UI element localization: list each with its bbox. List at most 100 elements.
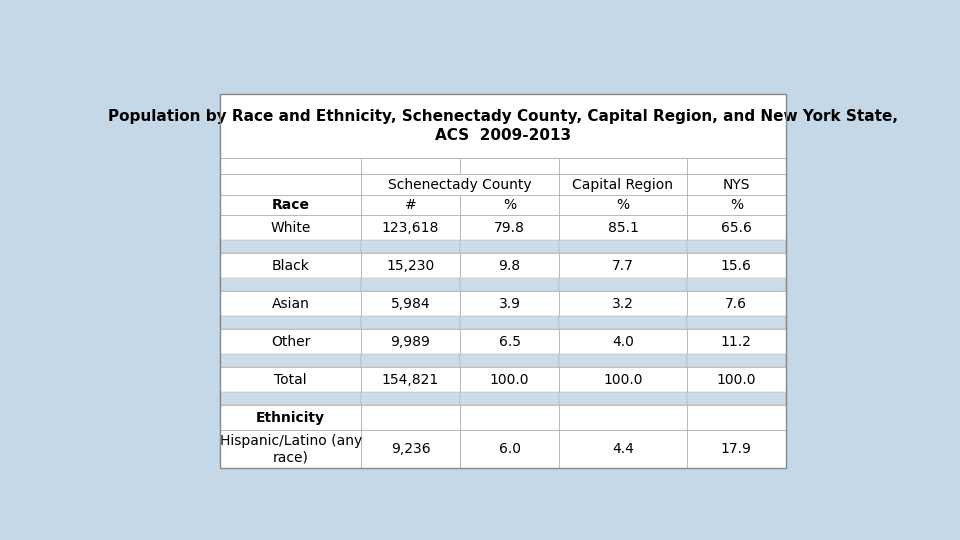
Text: 3.2: 3.2 (612, 296, 634, 310)
Bar (221, 215, 361, 240)
Text: 4.0: 4.0 (612, 335, 634, 349)
Text: 6.0: 6.0 (498, 442, 520, 456)
Text: Black: Black (272, 259, 310, 273)
Text: 15,230: 15,230 (386, 259, 435, 273)
Text: 65.6: 65.6 (721, 221, 752, 235)
Bar (221, 174, 361, 195)
Bar (221, 392, 361, 405)
Text: %: % (730, 198, 743, 212)
Bar (686, 316, 786, 329)
Text: 5,984: 5,984 (391, 296, 430, 310)
Bar (221, 158, 361, 174)
Text: 85.1: 85.1 (608, 221, 638, 235)
Bar (361, 215, 460, 240)
Bar (361, 195, 460, 215)
Bar (559, 354, 686, 367)
Bar (559, 195, 686, 215)
Bar (460, 392, 559, 405)
Text: %: % (503, 198, 516, 212)
Bar (460, 158, 559, 174)
Text: Other: Other (271, 335, 310, 349)
Bar (559, 329, 686, 354)
Text: 9.8: 9.8 (498, 259, 520, 273)
Bar (460, 329, 559, 354)
Text: 154,821: 154,821 (382, 373, 439, 387)
Text: Race: Race (272, 198, 310, 212)
Text: Asian: Asian (272, 296, 310, 310)
Bar (221, 253, 361, 278)
Bar (361, 329, 460, 354)
Bar (221, 329, 361, 354)
Bar (559, 430, 686, 468)
Bar (686, 367, 786, 392)
Text: 17.9: 17.9 (721, 442, 752, 456)
Bar (686, 253, 786, 278)
Bar (460, 195, 559, 215)
Text: #: # (405, 198, 417, 212)
Bar (221, 316, 361, 329)
Bar (221, 94, 786, 158)
Bar (361, 158, 460, 174)
Text: 3.9: 3.9 (498, 296, 520, 310)
Bar (221, 94, 786, 468)
Bar (361, 354, 460, 367)
Bar (559, 405, 686, 430)
Text: 7.6: 7.6 (726, 296, 748, 310)
Bar (221, 354, 361, 367)
Bar (221, 195, 361, 215)
Bar (221, 430, 361, 468)
Text: Capital Region: Capital Region (572, 178, 674, 192)
Bar (460, 253, 559, 278)
Bar (686, 215, 786, 240)
Text: 79.8: 79.8 (494, 221, 525, 235)
Bar (460, 240, 559, 253)
Bar (559, 240, 686, 253)
Text: 9,236: 9,236 (391, 442, 430, 456)
Bar (686, 405, 786, 430)
Text: 9,989: 9,989 (391, 335, 430, 349)
Bar (686, 430, 786, 468)
Text: 123,618: 123,618 (382, 221, 440, 235)
Bar (361, 240, 460, 253)
Bar (559, 215, 686, 240)
Bar (361, 392, 460, 405)
Bar (221, 367, 361, 392)
Bar (559, 316, 686, 329)
Bar (559, 253, 686, 278)
Bar (559, 392, 686, 405)
Bar (686, 174, 786, 195)
Text: Schenectady County: Schenectady County (388, 178, 532, 192)
Bar (686, 195, 786, 215)
Bar (460, 316, 559, 329)
Bar (221, 94, 786, 468)
Text: 100.0: 100.0 (603, 373, 642, 387)
Text: NYS: NYS (723, 178, 750, 192)
Text: 7.7: 7.7 (612, 259, 634, 273)
Bar (221, 405, 361, 430)
Bar (221, 240, 361, 253)
Text: Population by Race and Ethnicity, Schenectady County, Capital Region, and New Yo: Population by Race and Ethnicity, Schene… (108, 109, 899, 144)
Bar (460, 278, 559, 291)
Bar (460, 430, 559, 468)
Bar (361, 367, 460, 392)
Bar (559, 367, 686, 392)
Text: 100.0: 100.0 (716, 373, 756, 387)
Bar (221, 291, 361, 316)
Text: 6.5: 6.5 (498, 335, 520, 349)
Text: 100.0: 100.0 (490, 373, 529, 387)
Bar (686, 278, 786, 291)
Bar (686, 240, 786, 253)
Bar (686, 291, 786, 316)
Bar (460, 405, 559, 430)
Text: 15.6: 15.6 (721, 259, 752, 273)
Bar (460, 367, 559, 392)
Bar (361, 253, 460, 278)
Bar (221, 278, 361, 291)
Bar (686, 158, 786, 174)
Bar (686, 392, 786, 405)
Text: %: % (616, 198, 630, 212)
Bar (361, 291, 460, 316)
Bar (361, 430, 460, 468)
Bar (559, 291, 686, 316)
Bar (559, 158, 686, 174)
